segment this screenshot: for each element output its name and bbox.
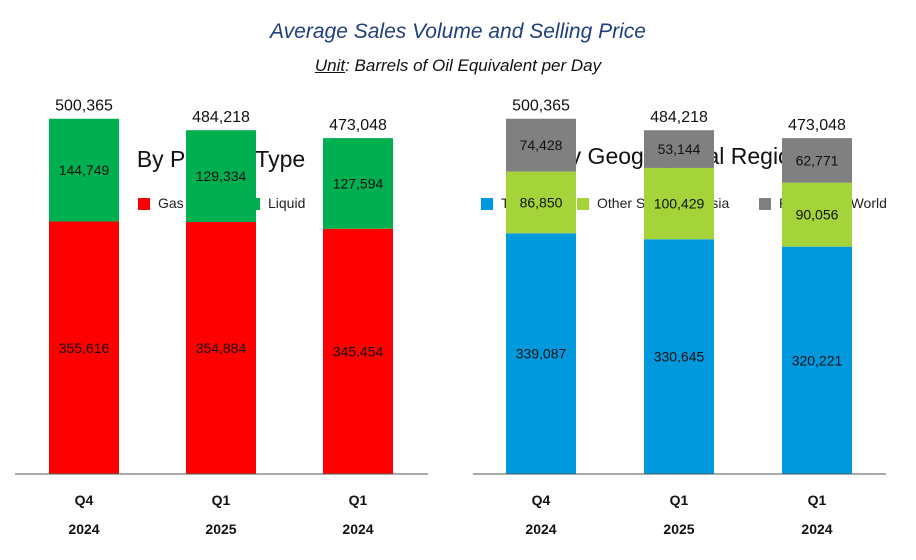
data-label-2-3-1: 320,221 — [792, 352, 843, 368]
data-label-2-2-3: 53,144 — [658, 141, 701, 157]
data-label-2-2-2: 100,429 — [654, 196, 705, 212]
tick-year-1-3: 2024 — [342, 521, 373, 537]
tick-period-2-2: Q1 — [670, 492, 689, 508]
total-label-2-3: 473,048 — [788, 117, 846, 134]
tick-year-1-1: 2024 — [68, 521, 99, 537]
data-label-1-2-2: 129,334 — [196, 168, 247, 184]
unit-subtitle: Unit: Barrels of Oil Equivalent per Day — [0, 56, 916, 76]
data-label-1-3-1: 345,454 — [333, 343, 384, 359]
bar-segment-2-1-2 — [506, 171, 576, 234]
legend-label-1-1: Gas — [158, 195, 184, 211]
data-label-2-1-1: 339,087 — [516, 346, 567, 362]
tick-year-2-1: 2024 — [525, 521, 556, 537]
bar-segment-1-3-1 — [323, 228, 393, 474]
tick-year-2-3: 2024 — [801, 521, 832, 537]
bar-segment-1-2-1 — [186, 222, 256, 474]
data-label-1-1-2: 144,749 — [59, 162, 110, 178]
tick-year-2-2: 2025 — [663, 521, 694, 537]
tick-year-1-2: 2025 — [205, 521, 236, 537]
legend-label-1-2: Liquid — [268, 195, 305, 211]
tick-period-1-3: Q1 — [349, 492, 368, 508]
data-label-2-2-1: 330,645 — [654, 349, 705, 365]
bar-segment-2-2-1 — [644, 239, 714, 474]
data-label-2-3-3: 62,771 — [796, 152, 839, 168]
legend-swatch-2-1 — [481, 198, 493, 210]
bar-segment-2-2-3 — [644, 130, 714, 168]
data-label-1-2-1: 354,884 — [196, 340, 247, 356]
data-label-1-3-2: 127,594 — [333, 175, 384, 191]
data-label-2-1-2: 86,850 — [520, 194, 563, 210]
total-label-2-1: 500,365 — [512, 98, 570, 115]
bar-segment-1-2-2 — [186, 130, 256, 223]
legend-swatch-1-1 — [138, 198, 150, 210]
data-label-1-1-1: 355,616 — [59, 340, 110, 356]
data-label-2-1-3: 74,428 — [520, 137, 563, 153]
data-label-2-3-2: 90,056 — [796, 207, 839, 223]
tick-period-1-1: Q4 — [75, 492, 94, 508]
bar-segment-2-3-2 — [782, 182, 852, 247]
bar-segment-2-3-1 — [782, 246, 852, 474]
tick-period-2-1: Q4 — [532, 492, 551, 508]
bar-segment-1-1-2 — [49, 118, 119, 222]
total-label-1-2: 484,218 — [192, 109, 250, 126]
bar-segment-2-1-3 — [506, 118, 576, 172]
unit-text: : Barrels of Oil Equivalent per Day — [345, 56, 602, 75]
bar-segment-2-1-1 — [506, 233, 576, 474]
page-title: Average Sales Volume and Selling Price — [270, 20, 646, 43]
unit-label: Unit — [314, 56, 346, 75]
legend-swatch-2-3 — [759, 198, 771, 210]
bar-segment-2-3-3 — [782, 138, 852, 183]
bar-segment-2-2-2 — [644, 167, 714, 240]
bar-segment-1-1-1 — [49, 221, 119, 474]
bar-segment-1-3-2 — [323, 138, 393, 229]
legend-swatch-2-2 — [577, 198, 589, 210]
tick-period-2-3: Q1 — [808, 492, 827, 508]
total-label-1-3: 473,048 — [329, 117, 387, 134]
total-label-1-1: 500,365 — [55, 98, 113, 115]
tick-period-1-2: Q1 — [212, 492, 231, 508]
total-label-2-2: 484,218 — [650, 109, 708, 126]
